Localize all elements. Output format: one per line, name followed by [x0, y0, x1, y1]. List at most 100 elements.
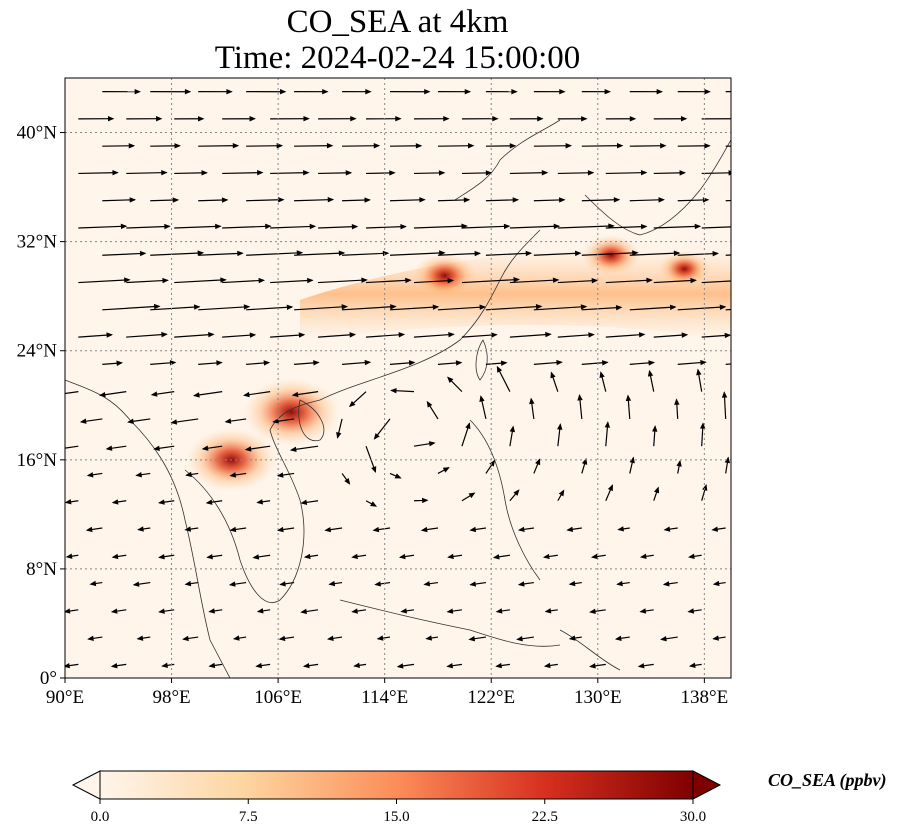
wind-arrow-head: [581, 116, 588, 122]
wind-arrow-head: [150, 391, 158, 397]
wind-arrow-head: [322, 88, 329, 95]
wind-arrow-head: [208, 608, 215, 614]
wind-arrow: [701, 226, 731, 229]
wind-arrow: [605, 333, 645, 338]
wind-arrow-head: [724, 332, 731, 339]
wind-arrow-head: [443, 116, 450, 122]
wind-arrow-head: [326, 635, 334, 642]
wind-arrow-head: [162, 277, 169, 284]
wind-arrow: [557, 172, 594, 175]
wind-arrow: [126, 171, 167, 175]
wind-arrow-head: [184, 580, 192, 587]
wind-arrow: [270, 334, 305, 338]
wind-arrow-head: [405, 277, 412, 284]
wind-arrow-head: [220, 277, 227, 283]
wind-arrow-head: [116, 360, 124, 366]
wind-arrow: [581, 145, 623, 147]
wind-arrow-head: [324, 526, 332, 533]
wind-arrow-head: [156, 116, 163, 122]
wind-arrow-head: [170, 419, 178, 425]
wind-arrow-head: [599, 371, 605, 379]
wind-arrow-head: [663, 526, 671, 532]
wind-arrow-head: [461, 223, 468, 229]
wind-arrow-head: [489, 459, 496, 467]
colorbar-title: CO_SEA (ppbv): [768, 770, 887, 790]
wind-arrow: [485, 252, 531, 256]
wind-arrow-head: [164, 223, 171, 230]
wind-arrow: [294, 198, 333, 202]
wind-arrow-head: [637, 663, 645, 669]
wind-arrow-head: [364, 197, 371, 203]
map-background: [65, 78, 731, 678]
lat-tick-label: 24°N: [17, 341, 58, 362]
wind-arrow-head: [721, 391, 728, 398]
wind-arrow-head: [669, 304, 677, 311]
wind-arrow-head: [712, 250, 719, 257]
wind-arrow-head: [535, 458, 541, 466]
wind-arrow-head: [232, 142, 240, 149]
colorbar-tick-label: 7.5: [239, 809, 258, 825]
wind-arrow: [270, 172, 309, 175]
wind-arrow: [557, 333, 594, 338]
wind-arrow: [725, 363, 731, 365]
wind-arrow-head: [415, 143, 423, 149]
wind-arrow-head: [185, 471, 192, 478]
wind-arrow-head: [193, 392, 200, 398]
wind-arrow-head: [276, 472, 284, 478]
wind-arrow: [270, 225, 315, 229]
wind-arrow: [677, 252, 718, 256]
wind-arrow: [677, 306, 726, 311]
wind-arrow-head: [674, 398, 680, 405]
wind-arrow: [342, 305, 396, 311]
wind-arrow-head: [300, 499, 308, 506]
wind-arrow-head: [559, 197, 566, 203]
wind-arrow-head: [65, 662, 70, 669]
wind-arrow-head: [704, 143, 711, 149]
wind-arrow-head: [601, 360, 609, 366]
wind-arrow-head: [492, 116, 499, 122]
wind-arrow: [102, 199, 135, 202]
wind-arrow-head: [469, 581, 477, 587]
lat-tick-label: 8°N: [26, 559, 57, 580]
wind-arrow: [174, 172, 207, 175]
wind-arrow: [318, 333, 355, 338]
wind-arrow: [318, 172, 351, 175]
wind-arrow: [389, 199, 425, 202]
wind-arrow: [342, 252, 389, 256]
wind-arrow-head: [158, 553, 165, 560]
wind-arrow: [725, 308, 731, 311]
wind-arrow-head: [577, 393, 583, 401]
wind-arrow-head: [303, 170, 310, 176]
wind-arrow-head: [120, 223, 128, 230]
wind-arrow-head: [419, 197, 426, 203]
wind-arrow-head: [640, 223, 648, 230]
wind-arrow-head: [463, 197, 471, 203]
wind-arrow-head: [350, 116, 357, 122]
wind-arrow-head: [448, 331, 455, 338]
wind-arrow-head: [309, 223, 317, 230]
wind-arrow-head: [174, 143, 181, 149]
wind-arrow-head: [370, 501, 378, 507]
wind-arrow-head: [257, 169, 264, 176]
wind-arrow-head: [662, 581, 670, 587]
wind-arrow-head: [373, 143, 381, 149]
co-plume-2: [412, 253, 478, 299]
wind-arrow-head: [296, 250, 304, 256]
wind-arrow-head: [617, 526, 624, 532]
wind-arrow-head: [341, 304, 349, 310]
wind-arrow-head: [467, 143, 475, 149]
wind-arrow-head: [660, 636, 667, 642]
wind-arrow-head: [469, 526, 477, 533]
wind-arrow-head: [132, 581, 140, 587]
wind-arrow-head: [688, 662, 696, 668]
wind-arrow-head: [124, 277, 131, 283]
wind-arrow-head: [272, 418, 279, 424]
wind-arrow-head: [712, 635, 719, 641]
wind-arrow: [509, 279, 559, 284]
wind-arrow: [653, 172, 685, 175]
wind-arrow-head: [313, 360, 320, 366]
wind-arrow-head: [632, 250, 639, 256]
wind-arrow: [78, 225, 127, 229]
wind-arrow-head: [495, 662, 502, 669]
wind-arrow-head: [348, 400, 356, 408]
